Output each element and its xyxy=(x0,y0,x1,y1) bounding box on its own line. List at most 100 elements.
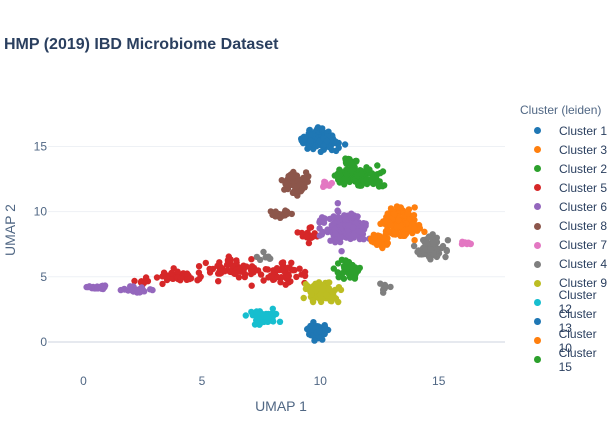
series-cluster-2[interactable] xyxy=(330,162,388,282)
data-point[interactable] xyxy=(260,277,267,284)
data-point[interactable] xyxy=(387,283,394,291)
legend-item[interactable]: Cluster 7 xyxy=(520,236,610,255)
data-point[interactable] xyxy=(302,285,310,293)
data-point[interactable] xyxy=(382,217,389,224)
data-point[interactable] xyxy=(284,181,291,188)
data-point[interactable] xyxy=(335,208,342,216)
data-point[interactable] xyxy=(314,124,322,131)
data-point[interactable] xyxy=(85,283,92,291)
data-point[interactable] xyxy=(309,232,317,239)
data-point[interactable] xyxy=(159,273,166,280)
data-point[interactable] xyxy=(346,157,353,164)
data-point[interactable] xyxy=(254,319,261,326)
data-point[interactable] xyxy=(308,290,315,298)
data-point[interactable] xyxy=(395,217,402,224)
data-point[interactable] xyxy=(335,284,343,291)
data-point[interactable] xyxy=(364,166,372,173)
data-point[interactable] xyxy=(411,225,418,232)
data-point[interactable] xyxy=(334,214,342,221)
data-point[interactable] xyxy=(387,205,395,212)
data-point[interactable] xyxy=(293,273,300,281)
data-point[interactable] xyxy=(384,210,391,217)
data-point[interactable] xyxy=(195,263,203,270)
legend-item[interactable]: Cluster 6 xyxy=(520,197,610,216)
data-point[interactable] xyxy=(439,242,447,250)
data-point[interactable] xyxy=(374,162,381,169)
data-point[interactable] xyxy=(340,275,348,282)
data-point[interactable] xyxy=(282,207,289,214)
data-point[interactable] xyxy=(373,178,380,186)
data-point[interactable] xyxy=(304,325,311,333)
data-point[interactable] xyxy=(202,259,209,267)
data-point[interactable] xyxy=(248,308,255,316)
data-point[interactable] xyxy=(430,239,437,246)
data-point[interactable] xyxy=(334,200,341,207)
data-point[interactable] xyxy=(288,266,296,273)
legend[interactable]: Cluster (leiden) Cluster 1 Cluster 3 Clust… xyxy=(520,103,610,374)
data-point[interactable] xyxy=(350,231,358,238)
data-point[interactable] xyxy=(380,234,388,242)
data-point[interactable] xyxy=(233,257,240,264)
data-point[interactable] xyxy=(410,242,418,250)
data-point[interactable] xyxy=(276,318,284,325)
series-cluster-13[interactable] xyxy=(304,319,332,344)
data-point[interactable] xyxy=(328,179,335,187)
data-point[interactable] xyxy=(242,312,249,319)
data-point[interactable] xyxy=(461,240,468,247)
data-point[interactable] xyxy=(345,232,353,239)
data-point[interactable] xyxy=(335,298,342,306)
data-point[interactable] xyxy=(159,280,166,288)
data-point[interactable] xyxy=(257,271,265,278)
data-point[interactable] xyxy=(209,265,217,273)
data-point[interactable] xyxy=(301,272,309,279)
data-point[interactable] xyxy=(397,204,404,211)
legend-item[interactable]: Cluster 9 xyxy=(520,274,610,293)
data-point[interactable] xyxy=(216,259,223,266)
data-point[interactable] xyxy=(358,170,365,177)
series-cluster-15[interactable] xyxy=(342,155,360,171)
data-point[interactable] xyxy=(248,256,255,263)
data-point[interactable] xyxy=(269,305,276,312)
data-point[interactable] xyxy=(377,169,384,177)
data-point[interactable] xyxy=(186,275,193,283)
data-point[interactable] xyxy=(307,137,314,145)
data-point[interactable] xyxy=(328,146,336,154)
data-point[interactable] xyxy=(367,178,374,186)
data-point[interactable] xyxy=(215,278,222,285)
data-point[interactable] xyxy=(334,260,342,267)
data-point[interactable] xyxy=(323,291,330,299)
series-cluster-7[interactable] xyxy=(320,178,474,248)
legend-items[interactable]: Cluster 1 Cluster 3 Cluster 2 Cluster 5 Clus… xyxy=(520,121,610,374)
data-point[interactable] xyxy=(336,171,344,179)
data-point[interactable] xyxy=(177,275,185,282)
data-point[interactable] xyxy=(266,255,273,262)
data-point[interactable] xyxy=(263,313,270,321)
data-point[interactable] xyxy=(397,222,405,230)
data-point[interactable] xyxy=(288,210,295,218)
data-point[interactable] xyxy=(296,181,304,188)
data-point[interactable] xyxy=(467,240,474,247)
data-point[interactable] xyxy=(423,239,430,246)
data-point[interactable] xyxy=(279,259,287,266)
data-point[interactable] xyxy=(316,328,323,335)
data-point[interactable] xyxy=(341,181,348,188)
data-point[interactable] xyxy=(321,178,328,185)
data-point[interactable] xyxy=(332,230,339,237)
data-point[interactable] xyxy=(294,229,301,236)
data-point[interactable] xyxy=(356,264,363,272)
data-point[interactable] xyxy=(332,138,339,145)
data-point[interactable] xyxy=(311,337,318,344)
data-point[interactable] xyxy=(427,256,434,263)
series-cluster-5[interactable] xyxy=(131,224,321,289)
series-cluster-10[interactable] xyxy=(367,231,391,252)
data-point[interactable] xyxy=(320,219,328,226)
data-point[interactable] xyxy=(138,286,146,293)
data-point[interactable] xyxy=(289,173,297,180)
data-point[interactable] xyxy=(319,286,326,293)
data-point[interactable] xyxy=(391,211,398,218)
data-point[interactable] xyxy=(444,237,452,244)
data-point[interactable] xyxy=(387,222,395,229)
data-point[interactable] xyxy=(384,239,391,247)
data-point[interactable] xyxy=(280,267,288,275)
